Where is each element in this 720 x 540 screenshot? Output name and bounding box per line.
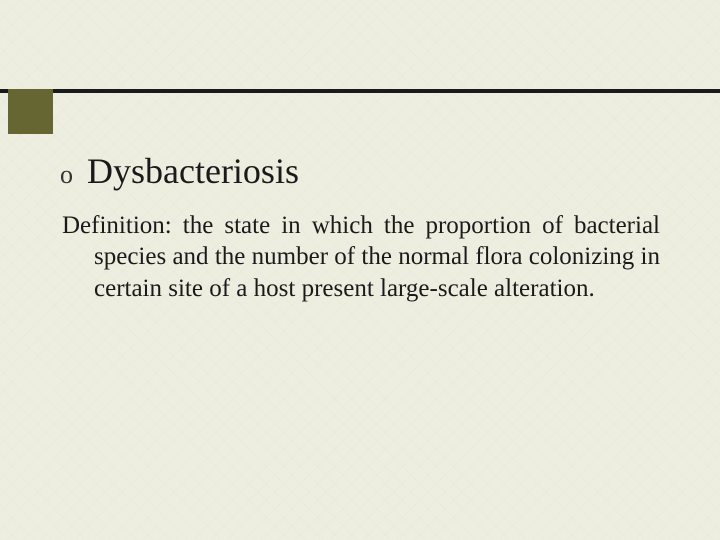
accent-square [8,89,53,134]
horizontal-rule [0,89,720,93]
definition-text: Definition: the state in which the propo… [62,210,660,304]
bullet-marker: o [60,160,73,190]
slide-title: Dysbacteriosis [87,150,299,192]
slide-content: o Dysbacteriosis Definition: the state i… [60,150,660,304]
title-row: o Dysbacteriosis [60,150,660,192]
